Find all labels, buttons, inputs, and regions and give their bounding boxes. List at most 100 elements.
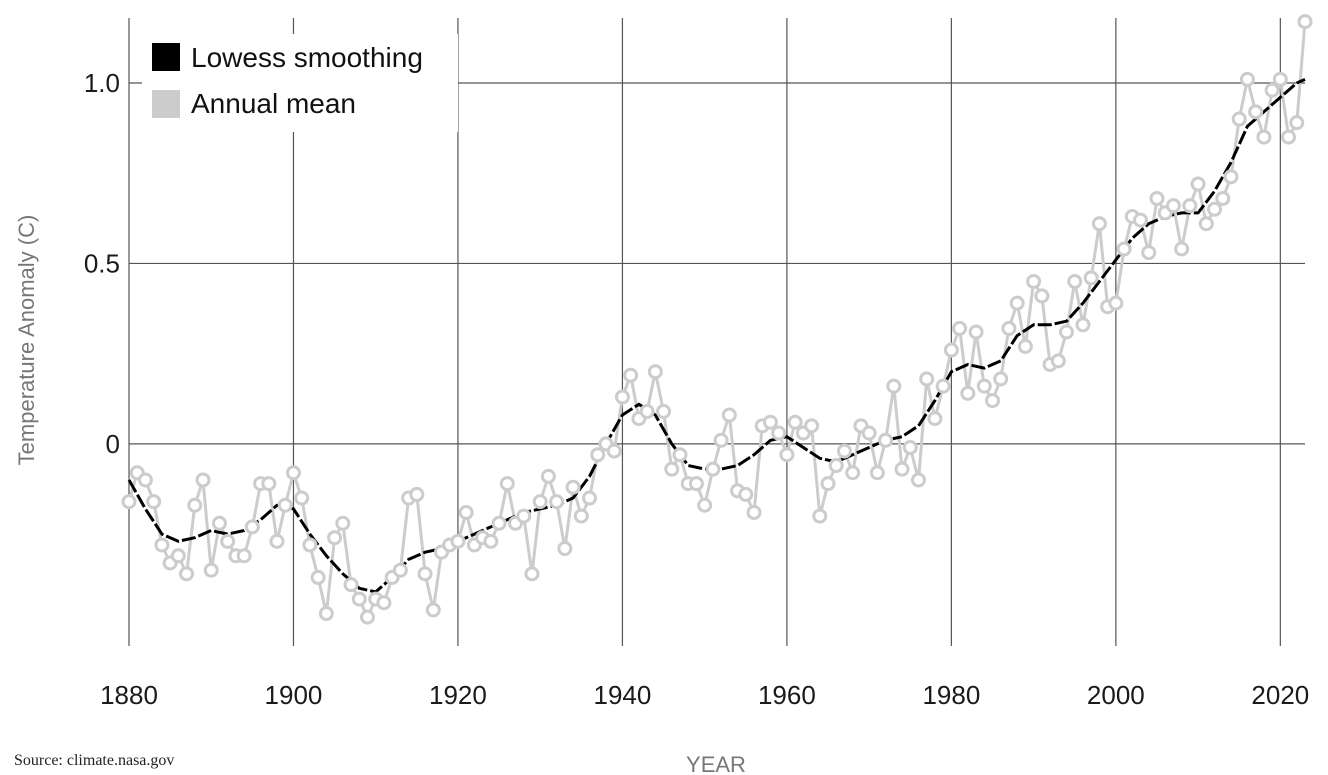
y-tick-label-0.5: 0.5 xyxy=(84,248,120,278)
annual-point-1953 xyxy=(721,407,737,423)
annual-point-1964 xyxy=(812,508,828,524)
lowess-smoothing-line xyxy=(127,78,1306,594)
x-tick-label-1920: 1920 xyxy=(429,680,487,710)
annual-point-1889 xyxy=(195,472,211,488)
x-tick-label-2020: 2020 xyxy=(1251,680,1309,710)
annual-point-1940 xyxy=(614,389,630,405)
annual-point-1994 xyxy=(1059,324,1075,340)
annual-point-1979 xyxy=(935,378,951,394)
annual-point-1983 xyxy=(968,324,984,340)
annual-point-1894 xyxy=(236,548,252,564)
annual-point-1939 xyxy=(606,443,622,459)
annual-point-1998 xyxy=(1091,216,1107,232)
annual-point-1936 xyxy=(582,490,598,506)
annual-point-1926 xyxy=(499,476,515,492)
annual-point-2015 xyxy=(1231,111,1247,127)
y-tick-label-0: 0 xyxy=(106,429,120,459)
annual-point-2001 xyxy=(1116,241,1132,257)
annual-point-1913 xyxy=(392,562,408,578)
annual-point-2021 xyxy=(1281,129,1297,145)
annual-point-1928 xyxy=(516,508,532,524)
annual-point-1963 xyxy=(804,418,820,434)
annual-point-2011 xyxy=(1198,216,1214,232)
annual-point-1924 xyxy=(483,533,499,549)
annual-point-1956 xyxy=(746,504,762,520)
series-lowess-smoothing xyxy=(127,78,1306,594)
annual-mean-points xyxy=(121,14,1313,625)
annual-point-1920 xyxy=(450,533,466,549)
x-tick-label-2000: 2000 xyxy=(1087,680,1145,710)
annual-point-1961 xyxy=(787,414,803,430)
annual-point-1888 xyxy=(187,497,203,513)
annual-point-1988 xyxy=(1009,295,1025,311)
x-tick-label-1960: 1960 xyxy=(758,680,816,710)
annual-point-1925 xyxy=(491,515,507,531)
annual-point-1949 xyxy=(688,476,704,492)
annual-point-1967 xyxy=(836,443,852,459)
annual-point-2019 xyxy=(1264,82,1280,98)
legend: Lowess smoothing Annual mean xyxy=(142,34,458,132)
y-axis-ticks: 0 0.5 1.0 xyxy=(84,68,120,459)
annual-point-2014 xyxy=(1223,169,1239,185)
annual-point-1989 xyxy=(1017,338,1033,354)
x-tick-label-1900: 1900 xyxy=(265,680,323,710)
x-axis-ticks: 1880 1900 1920 1940 1960 1980 2000 2020 xyxy=(100,680,1309,710)
annual-point-1965 xyxy=(820,476,836,492)
annual-point-2017 xyxy=(1248,104,1264,120)
annual-point-1972 xyxy=(878,432,894,448)
legend-swatch-smooth xyxy=(150,41,182,73)
annual-point-1921 xyxy=(458,504,474,520)
annual-point-1980 xyxy=(943,342,959,358)
annual-point-2005 xyxy=(1149,190,1165,206)
annual-point-1995 xyxy=(1067,273,1083,289)
annual-point-1882 xyxy=(137,472,153,488)
annual-point-1968 xyxy=(845,465,861,481)
annual-point-1935 xyxy=(573,508,589,524)
annual-point-1895 xyxy=(244,519,260,535)
y-tick-label-1.0: 1.0 xyxy=(84,68,120,98)
annual-point-1958 xyxy=(762,414,778,430)
annual-point-2022 xyxy=(1289,115,1305,131)
annual-point-2009 xyxy=(1182,198,1198,214)
annual-point-1899 xyxy=(277,497,293,513)
legend-swatch-annual xyxy=(150,88,182,120)
annual-point-1985 xyxy=(984,393,1000,409)
annual-point-1993 xyxy=(1050,353,1066,369)
annual-point-1974 xyxy=(894,461,910,477)
annual-point-2008 xyxy=(1174,241,1190,257)
annual-point-2023 xyxy=(1297,14,1313,30)
annual-point-2004 xyxy=(1141,245,1157,261)
annual-point-1892 xyxy=(220,533,236,549)
annual-point-1915 xyxy=(409,486,425,502)
x-axis-title: YEAR xyxy=(686,752,746,775)
annual-point-1880 xyxy=(121,494,137,510)
annual-point-1977 xyxy=(919,371,935,387)
annual-point-1905 xyxy=(327,530,343,546)
annual-point-2018 xyxy=(1256,129,1272,145)
annual-point-1959 xyxy=(771,425,787,441)
annual-point-1916 xyxy=(417,566,433,582)
annual-point-2003 xyxy=(1133,212,1149,228)
annual-point-2000 xyxy=(1108,295,1124,311)
annual-point-1996 xyxy=(1075,317,1091,333)
annual-point-1952 xyxy=(713,432,729,448)
annual-point-1907 xyxy=(343,577,359,593)
annual-point-1991 xyxy=(1034,288,1050,304)
annual-point-1971 xyxy=(869,465,885,481)
annual-point-1947 xyxy=(672,447,688,463)
legend-label-annual: Annual mean xyxy=(191,88,356,119)
annual-point-1943 xyxy=(639,403,655,419)
legend-label-smooth: Lowess smoothing xyxy=(191,42,423,73)
annual-point-1934 xyxy=(565,479,581,495)
legend-box xyxy=(142,34,458,132)
annual-point-1960 xyxy=(779,447,795,463)
annual-point-1891 xyxy=(211,515,227,531)
annual-point-1987 xyxy=(1001,320,1017,336)
annual-point-1890 xyxy=(203,562,219,578)
y-axis-title: Temperature Anomaly (C) xyxy=(14,215,39,466)
annual-point-1929 xyxy=(524,566,540,582)
annual-point-1944 xyxy=(647,364,663,380)
annual-point-1906 xyxy=(335,515,351,531)
annual-point-1990 xyxy=(1026,273,1042,289)
annual-point-1904 xyxy=(318,606,334,622)
